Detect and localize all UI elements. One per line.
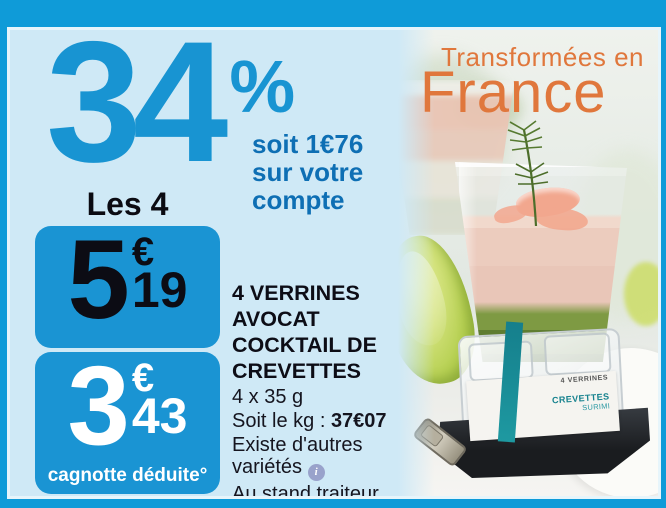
- product-name: 4 VERRINES AVOCAT COCKTAIL DE CREVETTES: [232, 280, 408, 384]
- euro-sign: €: [131, 230, 155, 274]
- product-details: 4 VERRINES AVOCAT COCKTAIL DE CREVETTES …: [232, 280, 408, 496]
- original-price-cents: 19: [131, 262, 188, 318]
- original-price: 5 € 19: [35, 217, 220, 342]
- product-name-line: AVOCAT: [232, 307, 320, 331]
- product-package: 4 VERRINES CREVETTES SURIMI: [438, 321, 650, 486]
- unit-price: Soit le kg : 37€07: [232, 410, 408, 432]
- offer-panel: 4 VERRINES CREVETTES SURIMI Transformées…: [10, 30, 658, 496]
- product-weight: 4 x 35 g: [232, 386, 304, 408]
- product-photo: 4 VERRINES CREVETTES SURIMI Transformées…: [398, 30, 658, 496]
- package-label: 4 VERRINES CREVETTES SURIMI: [466, 370, 620, 442]
- product-name-line: CREVETTES: [232, 359, 362, 383]
- quantity-label: Les 4: [86, 186, 169, 222]
- final-price-cents: 43: [131, 388, 188, 444]
- package-label-title: 4 VERRINES: [560, 374, 609, 385]
- loyalty-note: cagnotte déduite°: [47, 465, 208, 486]
- final-price-box: 3 € 43 cagnotte déduite°: [35, 343, 220, 494]
- savings-line: sur votre: [252, 157, 364, 187]
- discount-value: 34: [46, 30, 228, 198]
- info-icon[interactable]: i: [307, 463, 325, 481]
- dill-sprig-icon: [507, 120, 549, 227]
- discount-badge: 34 %: [46, 30, 295, 188]
- savings-line: compte: [252, 185, 345, 215]
- availability-text: Au stand traiteur: [232, 482, 379, 497]
- unit-price-label: Soit le kg :: [232, 410, 331, 432]
- origin-claim-large: France: [420, 60, 607, 125]
- unit-price-value: 37€07: [330, 410, 387, 432]
- product-name-line: 4 VERRINES: [232, 281, 360, 305]
- savings-line: soit 1€76: [252, 129, 364, 159]
- product-name-line: COCKTAIL DE: [232, 333, 377, 357]
- variants-note: Existe d'autres variétés i: [232, 434, 408, 481]
- percent-sign: %: [229, 45, 296, 128]
- original-price-euros: 5: [67, 217, 130, 342]
- final-price: 3 € 43: [35, 343, 220, 468]
- original-price-box: 5 € 19: [35, 217, 220, 348]
- final-price-euros: 3: [67, 343, 130, 468]
- euro-sign: €: [131, 356, 155, 400]
- savings-text: soit 1€76 sur votre compte: [252, 130, 363, 214]
- variants-text: Existe d'autres variétés: [232, 434, 363, 478]
